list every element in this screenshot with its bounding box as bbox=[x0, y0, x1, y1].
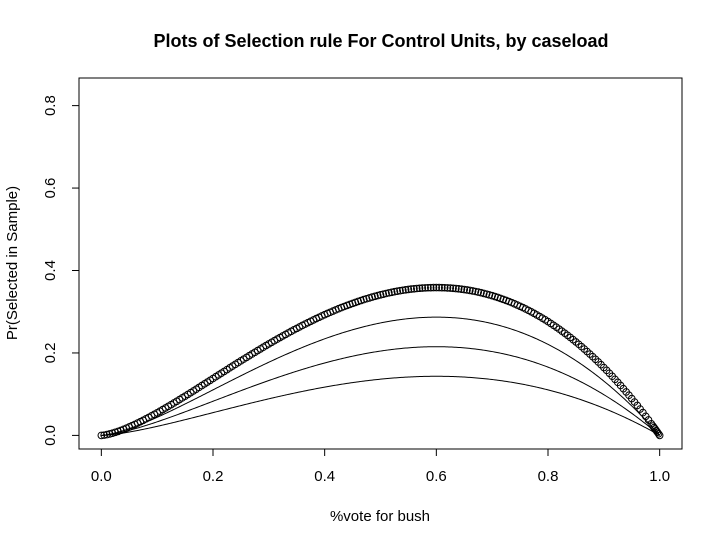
y-axis: 0.0 0.2 0.4 0.6 0.8 bbox=[42, 95, 80, 446]
data-point bbox=[412, 284, 421, 293]
data-point bbox=[429, 283, 438, 292]
y-tick-label: 0.2 bbox=[42, 343, 59, 364]
data-point bbox=[452, 284, 460, 293]
data-point bbox=[373, 291, 382, 300]
x-axis-title: %vote for bush bbox=[330, 508, 430, 525]
data-point bbox=[446, 284, 455, 292]
data-point bbox=[418, 284, 427, 292]
data-point bbox=[415, 284, 424, 293]
data-point bbox=[438, 283, 446, 292]
series-layer bbox=[101, 316, 661, 436]
series-line-2 bbox=[101, 346, 660, 436]
data-point bbox=[655, 431, 664, 440]
points-layer bbox=[97, 283, 664, 440]
data-point bbox=[410, 284, 418, 293]
y-tick-label: 0.8 bbox=[42, 95, 59, 116]
x-tick-label: 0.8 bbox=[538, 468, 559, 485]
data-point bbox=[424, 283, 432, 292]
data-point bbox=[457, 285, 466, 293]
data-point bbox=[382, 289, 390, 298]
series-line-1 bbox=[101, 316, 661, 436]
chart-title: Plots of Selection rule For Control Unit… bbox=[153, 31, 608, 51]
data-point bbox=[435, 283, 443, 292]
data-point bbox=[443, 284, 452, 292]
data-point bbox=[463, 286, 471, 294]
data-point bbox=[404, 285, 413, 294]
x-tick-label: 1.0 bbox=[649, 468, 670, 485]
data-point bbox=[466, 286, 474, 295]
y-tick-label: 0.6 bbox=[42, 178, 59, 199]
y-axis-title: Pr(Selected in Sample) bbox=[4, 186, 21, 340]
x-tick-label: 0.6 bbox=[426, 468, 447, 485]
y-tick-label: 0.0 bbox=[42, 425, 59, 446]
data-point bbox=[440, 283, 449, 292]
data-point bbox=[401, 286, 410, 294]
x-axis: 0.0 0.2 0.4 0.6 0.8 1.0 bbox=[91, 448, 670, 485]
data-point bbox=[390, 287, 399, 296]
data-point bbox=[460, 285, 469, 294]
data-point bbox=[103, 430, 111, 439]
data-point bbox=[396, 286, 404, 295]
data-point bbox=[654, 430, 663, 438]
data-point bbox=[385, 289, 393, 297]
data-point bbox=[477, 288, 485, 297]
data-point bbox=[468, 287, 477, 295]
data-point bbox=[387, 288, 396, 297]
data-point bbox=[399, 286, 407, 295]
x-tick-label: 0.2 bbox=[203, 468, 224, 485]
data-point bbox=[471, 287, 480, 296]
data-point bbox=[426, 283, 435, 292]
data-point bbox=[393, 287, 402, 296]
data-point bbox=[376, 291, 385, 299]
data-point bbox=[407, 285, 416, 293]
data-point bbox=[454, 285, 463, 293]
data-point bbox=[97, 431, 106, 440]
y-tick-label: 0.4 bbox=[42, 260, 59, 281]
x-tick-label: 0.4 bbox=[314, 468, 335, 485]
data-point bbox=[100, 431, 108, 439]
data-point bbox=[432, 283, 441, 292]
data-point bbox=[379, 290, 388, 298]
data-point bbox=[421, 284, 429, 292]
data-point bbox=[479, 289, 488, 298]
data-point bbox=[474, 288, 483, 296]
data-point bbox=[449, 284, 457, 293]
series-line-3 bbox=[101, 375, 660, 436]
x-tick-label: 0.0 bbox=[91, 468, 112, 485]
